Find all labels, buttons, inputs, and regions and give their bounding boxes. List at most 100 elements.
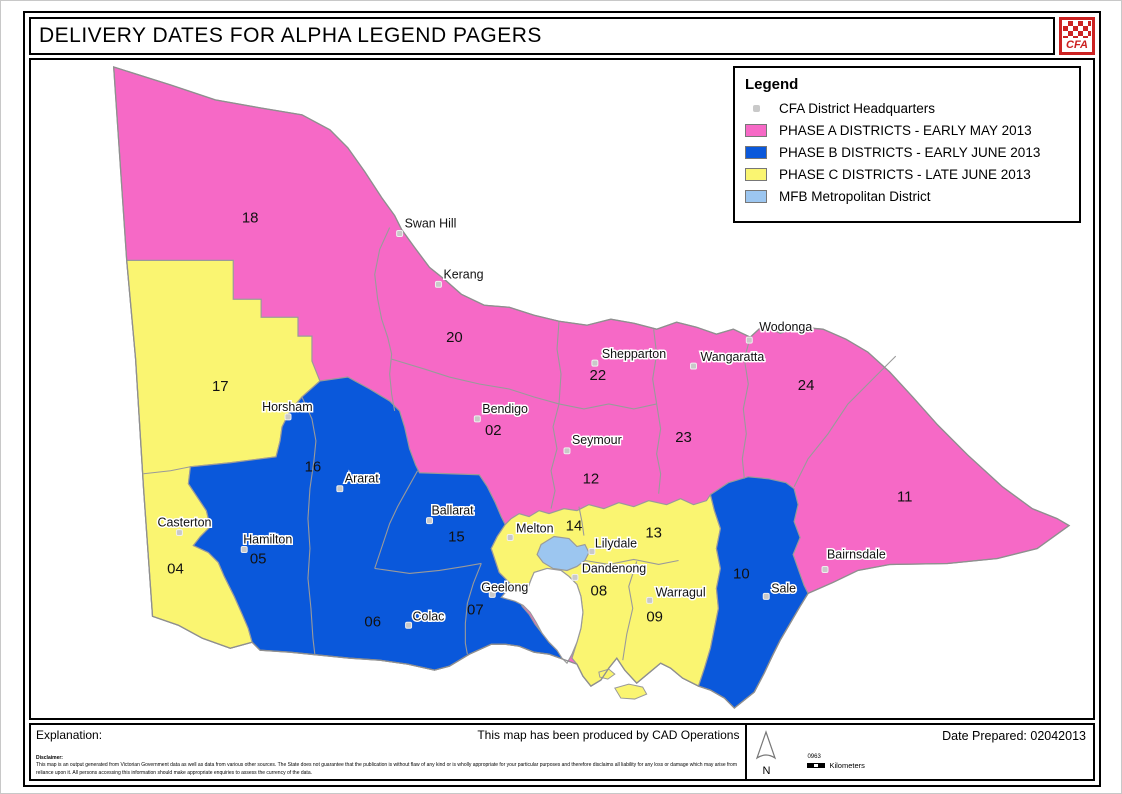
city-label-ararat: Ararat [345,472,379,486]
hq-dot-wodonga [745,336,753,344]
district-label-08: 08 [591,582,608,599]
legend-rows: CFA District Headquarters PHASE A DISTRIC… [745,101,1069,204]
legend-item-label: MFB Metropolitan District [779,189,931,204]
city-label-wangaratta: Wangaratta [700,350,764,364]
city-label-wodonga: Wodonga [759,320,812,334]
hq-dot-kerang [434,280,442,288]
district-boundary-lines [143,227,897,661]
legend-item: PHASE B DISTRICTS - EARLY JUNE 2013 [745,145,1069,160]
scale-units-label: Kilometers [829,761,865,770]
legend-color-swatch [745,124,767,137]
state-outline [112,66,1071,709]
city-label-lilydale: Lilydale [595,537,637,551]
victoria-districts-map: 18 17 04 05 16 15 06 07 20 02 12 22 23 24 11 14 13 08 09 10… [112,66,1071,709]
cfa-logo-text: CFA [1066,39,1088,51]
footer-scale-cell: N 0963 Kilometers Date Prepared: 0204201… [745,723,1095,781]
legend-color-swatch [745,146,767,159]
legend-hq-dot-icon [753,105,760,112]
legend-item: CFA District Headquarters [745,101,1069,116]
hq-dot-colac [405,621,413,629]
city-label-seymour: Seymour [572,433,622,447]
hq-dot-horsham [284,413,292,421]
hq-dot-sale [762,592,770,600]
scale-numbers: 0963 [807,754,821,760]
hq-dot-melton [506,534,514,542]
district-area-mfb-metropolitan [536,535,590,572]
disclaimer-text: Disclaimer: This map is an output genera… [36,755,742,778]
legend-item-label: PHASE A DISTRICTS - EARLY MAY 2013 [779,123,1032,138]
phillip-island [614,683,648,700]
city-label-hamilton: Hamilton [243,533,292,547]
scale-segment [807,763,814,768]
city-label-shepparton: Shepparton [602,347,666,361]
scale-bar: 0963 Kilometers [807,754,865,770]
document-frame: DELIVERY DATES FOR ALPHA LEGEND PAGERS C… [23,11,1101,787]
legend-item: PHASE C DISTRICTS - LATE JUNE 2013 [745,167,1069,182]
district-label-09: 09 [646,608,663,625]
north-label: N [762,765,771,777]
city-label-swan-hill: Swan Hill [405,216,457,230]
footer-row: Explanation: This map has been produced … [29,723,1095,781]
district-label-04: 04 [167,560,184,577]
disclaimer-heading: Disclaimer: [36,754,63,761]
hq-dot-hamilton [240,546,248,554]
district-label-24: 24 [798,377,815,394]
district-label-07: 07 [467,601,484,618]
district-label-17: 17 [212,378,229,395]
scale-segment [813,763,820,768]
legend-color-swatch [745,190,767,203]
district-label-02: 02 [485,422,502,439]
north-arrow: N [755,730,777,777]
district-label-06: 06 [364,613,381,630]
map-legend: Legend CFA District Headquarters PHASE A … [733,66,1081,223]
hq-dot-casterton [175,529,183,537]
district-label-15: 15 [448,529,465,546]
legend-item-label: PHASE B DISTRICTS - EARLY JUNE 2013 [779,145,1041,160]
disclaimer-body: This map is an output generated from Vic… [36,762,738,776]
district-label-11: 11 [897,489,913,506]
city-label-geelong: Geelong [481,580,528,594]
hq-dot-ballarat [426,517,433,525]
hq-dot-swan-hill [396,229,404,237]
legend-color-swatch [745,168,767,181]
district-label-12: 12 [583,471,600,488]
legend-item-label: PHASE C DISTRICTS - LATE JUNE 2013 [779,167,1031,182]
legend-item-label: CFA District Headquarters [779,101,936,116]
city-label-ballarat: Ballarat [431,504,474,518]
port-phillip-bay [500,567,584,665]
city-label-bairnsdale: Bairnsdale [827,547,886,561]
hq-dot-shepparton [591,359,599,367]
page-title: DELIVERY DATES FOR ALPHA LEGEND PAGERS [29,17,1055,55]
district-label-13: 13 [645,525,662,542]
district-label-16: 16 [305,459,322,476]
hq-dot-wangaratta [690,362,697,370]
hq-dot-ararat [336,485,344,493]
district-label-10: 10 [733,565,750,582]
city-label-kerang: Kerang [443,267,483,281]
map-area: 18 17 04 05 16 15 06 07 20 02 12 22 23 24 11 14 13 08 09 10… [29,58,1095,720]
city-label-sale: Sale [771,581,796,595]
date-prepared: Date Prepared: 02042013 [942,729,1086,743]
district-label-05: 05 [250,550,267,567]
city-label-colac: Colac [413,609,445,623]
hq-dot-geelong [488,590,496,598]
hq-dot-bairnsdale [821,565,829,573]
footer-explanation-cell: Explanation: This map has been produced … [29,723,748,781]
legend-heading: Legend [745,76,799,93]
district-label-18: 18 [242,210,259,227]
district-number-labels: 18 17 04 05 16 15 06 07 20 02 12 22 23 24 11 14 13 08 09 10 [167,210,912,631]
hq-dot-seymour [563,447,571,455]
hq-dot-warragul [646,596,654,604]
city-label-casterton: Casterton [158,516,212,530]
scale-segment [819,763,826,768]
city-label-horsham: Horsham [262,400,312,414]
city-markers: Swan Hill Kerang Wodonga Shepparton Wangarat… [156,215,887,629]
legend-item: PHASE A DISTRICTS - EARLY MAY 2013 [745,123,1069,138]
city-label-dandenong: Dandenong [582,561,646,575]
hq-dot-lilydale [588,548,596,555]
north-arrow-icon [756,730,777,760]
city-label-melton: Melton [516,522,553,536]
cfa-logo: CFA [1059,17,1095,55]
cfa-checker-icon [1063,21,1091,38]
